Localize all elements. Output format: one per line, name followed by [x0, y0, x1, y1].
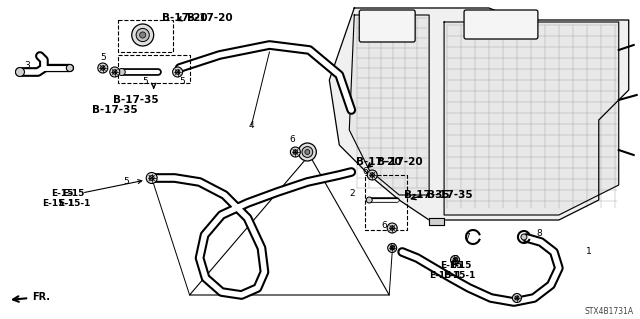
- Text: 6: 6: [362, 167, 368, 175]
- Text: STX4B1731A: STX4B1731A: [584, 308, 634, 316]
- Text: 6: 6: [452, 255, 458, 263]
- Circle shape: [118, 69, 125, 76]
- Text: 6: 6: [381, 221, 387, 231]
- Polygon shape: [330, 8, 628, 220]
- Text: E-15: E-15: [51, 189, 73, 197]
- Text: E-15-1: E-15-1: [429, 271, 461, 280]
- Circle shape: [293, 150, 298, 154]
- Circle shape: [100, 66, 105, 70]
- Circle shape: [521, 234, 527, 240]
- Text: B-17-35: B-17-35: [113, 95, 158, 105]
- Circle shape: [140, 32, 146, 38]
- Circle shape: [451, 256, 460, 264]
- Text: E-15: E-15: [440, 262, 462, 271]
- Text: E-15-1: E-15-1: [58, 198, 90, 207]
- Circle shape: [370, 173, 374, 177]
- Text: 5: 5: [142, 78, 148, 86]
- Text: B-17-20: B-17-20: [187, 13, 232, 23]
- Circle shape: [388, 243, 397, 253]
- Text: 6: 6: [389, 243, 395, 253]
- Circle shape: [67, 64, 74, 71]
- Polygon shape: [444, 22, 619, 215]
- Text: 7: 7: [464, 234, 470, 242]
- Circle shape: [136, 28, 149, 41]
- Text: B-17-20: B-17-20: [356, 157, 402, 167]
- Bar: [365, 175, 407, 230]
- Text: 5: 5: [100, 54, 106, 63]
- Circle shape: [367, 170, 377, 180]
- Circle shape: [513, 293, 522, 302]
- Circle shape: [387, 223, 397, 233]
- Text: B-17-35: B-17-35: [92, 105, 138, 115]
- Circle shape: [15, 68, 24, 77]
- Text: 2: 2: [349, 189, 355, 198]
- Circle shape: [390, 226, 394, 230]
- Text: 5: 5: [180, 78, 186, 86]
- Bar: [118, 55, 189, 83]
- Text: B-17-20: B-17-20: [377, 157, 423, 167]
- Text: 4: 4: [249, 121, 254, 130]
- Circle shape: [302, 147, 313, 157]
- Circle shape: [110, 67, 120, 77]
- Circle shape: [298, 143, 316, 161]
- Circle shape: [366, 197, 372, 203]
- Polygon shape: [349, 15, 429, 195]
- Text: 6: 6: [289, 136, 295, 145]
- Circle shape: [173, 67, 182, 77]
- Bar: [118, 20, 173, 52]
- Circle shape: [291, 147, 300, 157]
- Circle shape: [146, 173, 157, 183]
- Circle shape: [132, 24, 154, 46]
- Text: 5: 5: [123, 177, 129, 187]
- Text: 3: 3: [24, 61, 30, 70]
- Text: E-15-1: E-15-1: [42, 198, 74, 207]
- FancyBboxPatch shape: [464, 10, 538, 39]
- Text: FR.: FR.: [13, 292, 50, 302]
- Text: E-15: E-15: [449, 262, 472, 271]
- Circle shape: [98, 63, 108, 73]
- Polygon shape: [429, 218, 444, 225]
- Circle shape: [149, 175, 154, 181]
- Circle shape: [175, 70, 180, 74]
- Circle shape: [113, 70, 117, 74]
- Circle shape: [515, 296, 519, 300]
- FancyBboxPatch shape: [359, 10, 415, 42]
- Text: B-17-20: B-17-20: [162, 13, 207, 23]
- Text: E-15-1: E-15-1: [443, 271, 476, 280]
- Text: E-15: E-15: [62, 189, 84, 197]
- Circle shape: [453, 258, 457, 262]
- Circle shape: [305, 150, 310, 154]
- Text: 1: 1: [586, 248, 591, 256]
- Text: B-17-35: B-17-35: [404, 190, 450, 200]
- Text: 8: 8: [536, 229, 542, 239]
- Circle shape: [390, 246, 394, 250]
- Text: B-17-35: B-17-35: [427, 190, 473, 200]
